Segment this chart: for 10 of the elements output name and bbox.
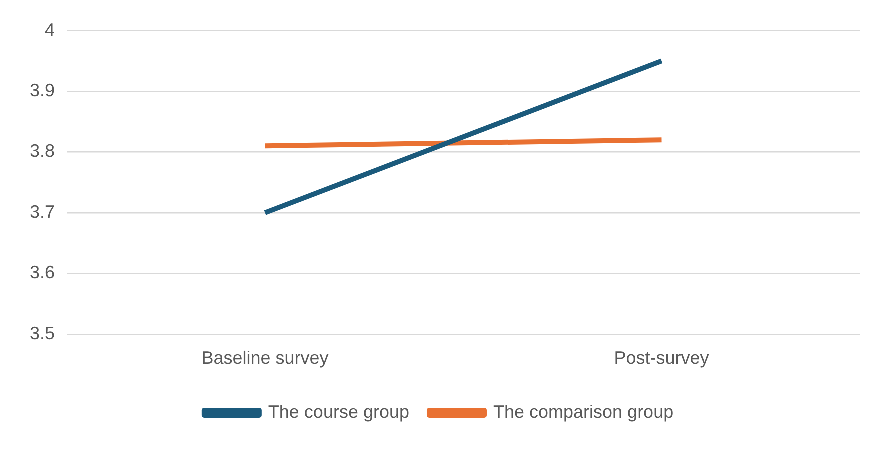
legend-label: The comparison group xyxy=(493,402,674,422)
x-tick-label: Baseline survey xyxy=(202,348,329,368)
x-tick-label: Post-survey xyxy=(614,348,710,368)
y-tick-label: 3.6 xyxy=(30,262,56,283)
y-tick-label: 3.5 xyxy=(30,323,56,344)
y-tick-label: 3.9 xyxy=(30,80,56,100)
y-tick-label: 4 xyxy=(45,20,56,40)
y-tick-label: 3.8 xyxy=(30,141,56,162)
y-tick-label: 3.7 xyxy=(30,202,56,222)
legend-label: The course group xyxy=(268,402,410,422)
